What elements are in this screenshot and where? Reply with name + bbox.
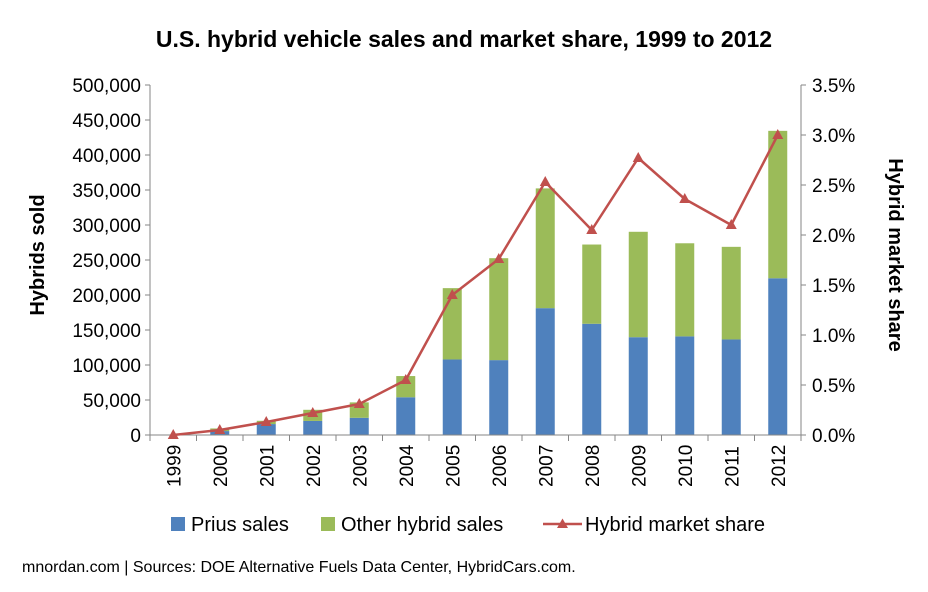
bar-prius-2003 [349,417,369,435]
y-tick-label-left: 50,000 [83,391,141,412]
y-tick-label-right: 1.0% [812,326,855,347]
share-marker-2003 [353,398,365,408]
bar-other-2003 [349,402,369,418]
y-tick-label-right: 3.5% [812,76,855,97]
x-tick-label-2005: 2005 [443,445,464,487]
share-marker-1999 [167,429,179,439]
bar-other-2010 [675,243,695,337]
y-tick-label-left: 200,000 [72,286,141,307]
y-tick-label-left: 150,000 [72,321,141,342]
bar-other-2007 [535,188,555,309]
plot-area: 0 50,000 100,000 150,000 200,000 250,000 300,0… [72,76,855,487]
share-marker-2005 [446,289,458,299]
legend: Prius sales Other hybrid sales Hybrid ma… [171,514,765,536]
x-tick-label-2007: 2007 [536,445,557,487]
y-tick-label-right: 2.0% [812,226,855,247]
y-tick-label-right: 0.0% [812,426,855,447]
source-note: mnordan.com | Sources: DOE Alternative F… [22,559,576,576]
x-tick-label-1999: 1999 [164,445,185,487]
share-marker-2011 [725,219,737,229]
share-marker-2008 [586,224,598,234]
share-marker-2007 [539,176,551,186]
bar-prius-2012 [768,278,788,435]
share-marker-2006 [493,253,505,263]
bar-other-2006 [489,258,509,361]
bar-prius-2006 [489,360,509,435]
x-tick-label-2009: 2009 [629,445,650,487]
bar-prius-2005 [442,359,462,435]
bar-prius-2002 [303,420,323,435]
y-tick-label-right: 2.5% [812,176,855,197]
x-tick-label-2006: 2006 [490,445,511,487]
bar-prius-2011 [721,339,741,435]
bar-prius-2001 [256,424,276,435]
share-marker-2002 [307,407,319,417]
bar-prius-2010 [675,336,695,435]
legend-swatch-other [321,517,335,531]
bar-other-2011 [721,246,741,340]
bar-other-2012 [768,130,788,279]
y-tick-label-left: 100,000 [72,356,141,377]
share-marker-2004 [400,374,412,384]
y-tick-label-left: 500,000 [72,76,141,97]
y-tick-label-right: 3.0% [812,126,855,147]
legend-label-other: Other hybrid sales [341,514,503,536]
y-tick-label-right: 1.5% [812,276,855,297]
share-marker-2009 [632,152,644,162]
y-tick-label-left: 300,000 [72,216,141,237]
y-axis-title-left: Hybrids sold [27,194,49,315]
x-tick-label-2002: 2002 [304,445,325,487]
y-tick-label-left: 0 [130,426,141,447]
bar-other-2008 [582,244,602,324]
share-marker-2000 [214,424,226,434]
chart-title: U.S. hybrid vehicle sales and market sha… [156,26,772,52]
bar-prius-2008 [582,323,602,435]
share-marker-2010 [679,193,691,203]
share-marker-2012 [772,129,784,139]
x-tick-label-2012: 2012 [769,445,790,487]
legend-label-prius: Prius sales [191,514,289,536]
share-line [173,134,779,437]
x-tick-label-2001: 2001 [257,445,278,487]
legend-marker-share [557,518,568,528]
x-tick-label-2011: 2011 [722,446,743,487]
y-tick-label-left: 400,000 [72,146,141,167]
x-tick-label-2010: 2010 [676,445,697,487]
x-tick-label-2008: 2008 [583,445,604,487]
x-tick-label-2000: 2000 [211,445,232,487]
x-tick-label-2004: 2004 [397,444,418,487]
y-axis-title-right: Hybrid market share [884,158,906,351]
bar-prius-2007 [535,308,555,435]
x-tick-label-2003: 2003 [350,445,371,487]
bar-prius-2004 [396,397,416,435]
bar-prius-2009 [628,337,648,435]
share-marker-2001 [260,416,272,426]
legend-label-share: Hybrid market share [585,514,765,536]
bar-other-2009 [628,231,648,338]
legend-swatch-prius [171,517,185,531]
y-tick-label-left: 450,000 [72,111,141,132]
y-tick-label-right: 0.5% [812,376,855,397]
y-tick-label-left: 350,000 [72,181,141,202]
y-tick-label-left: 250,000 [72,251,141,272]
